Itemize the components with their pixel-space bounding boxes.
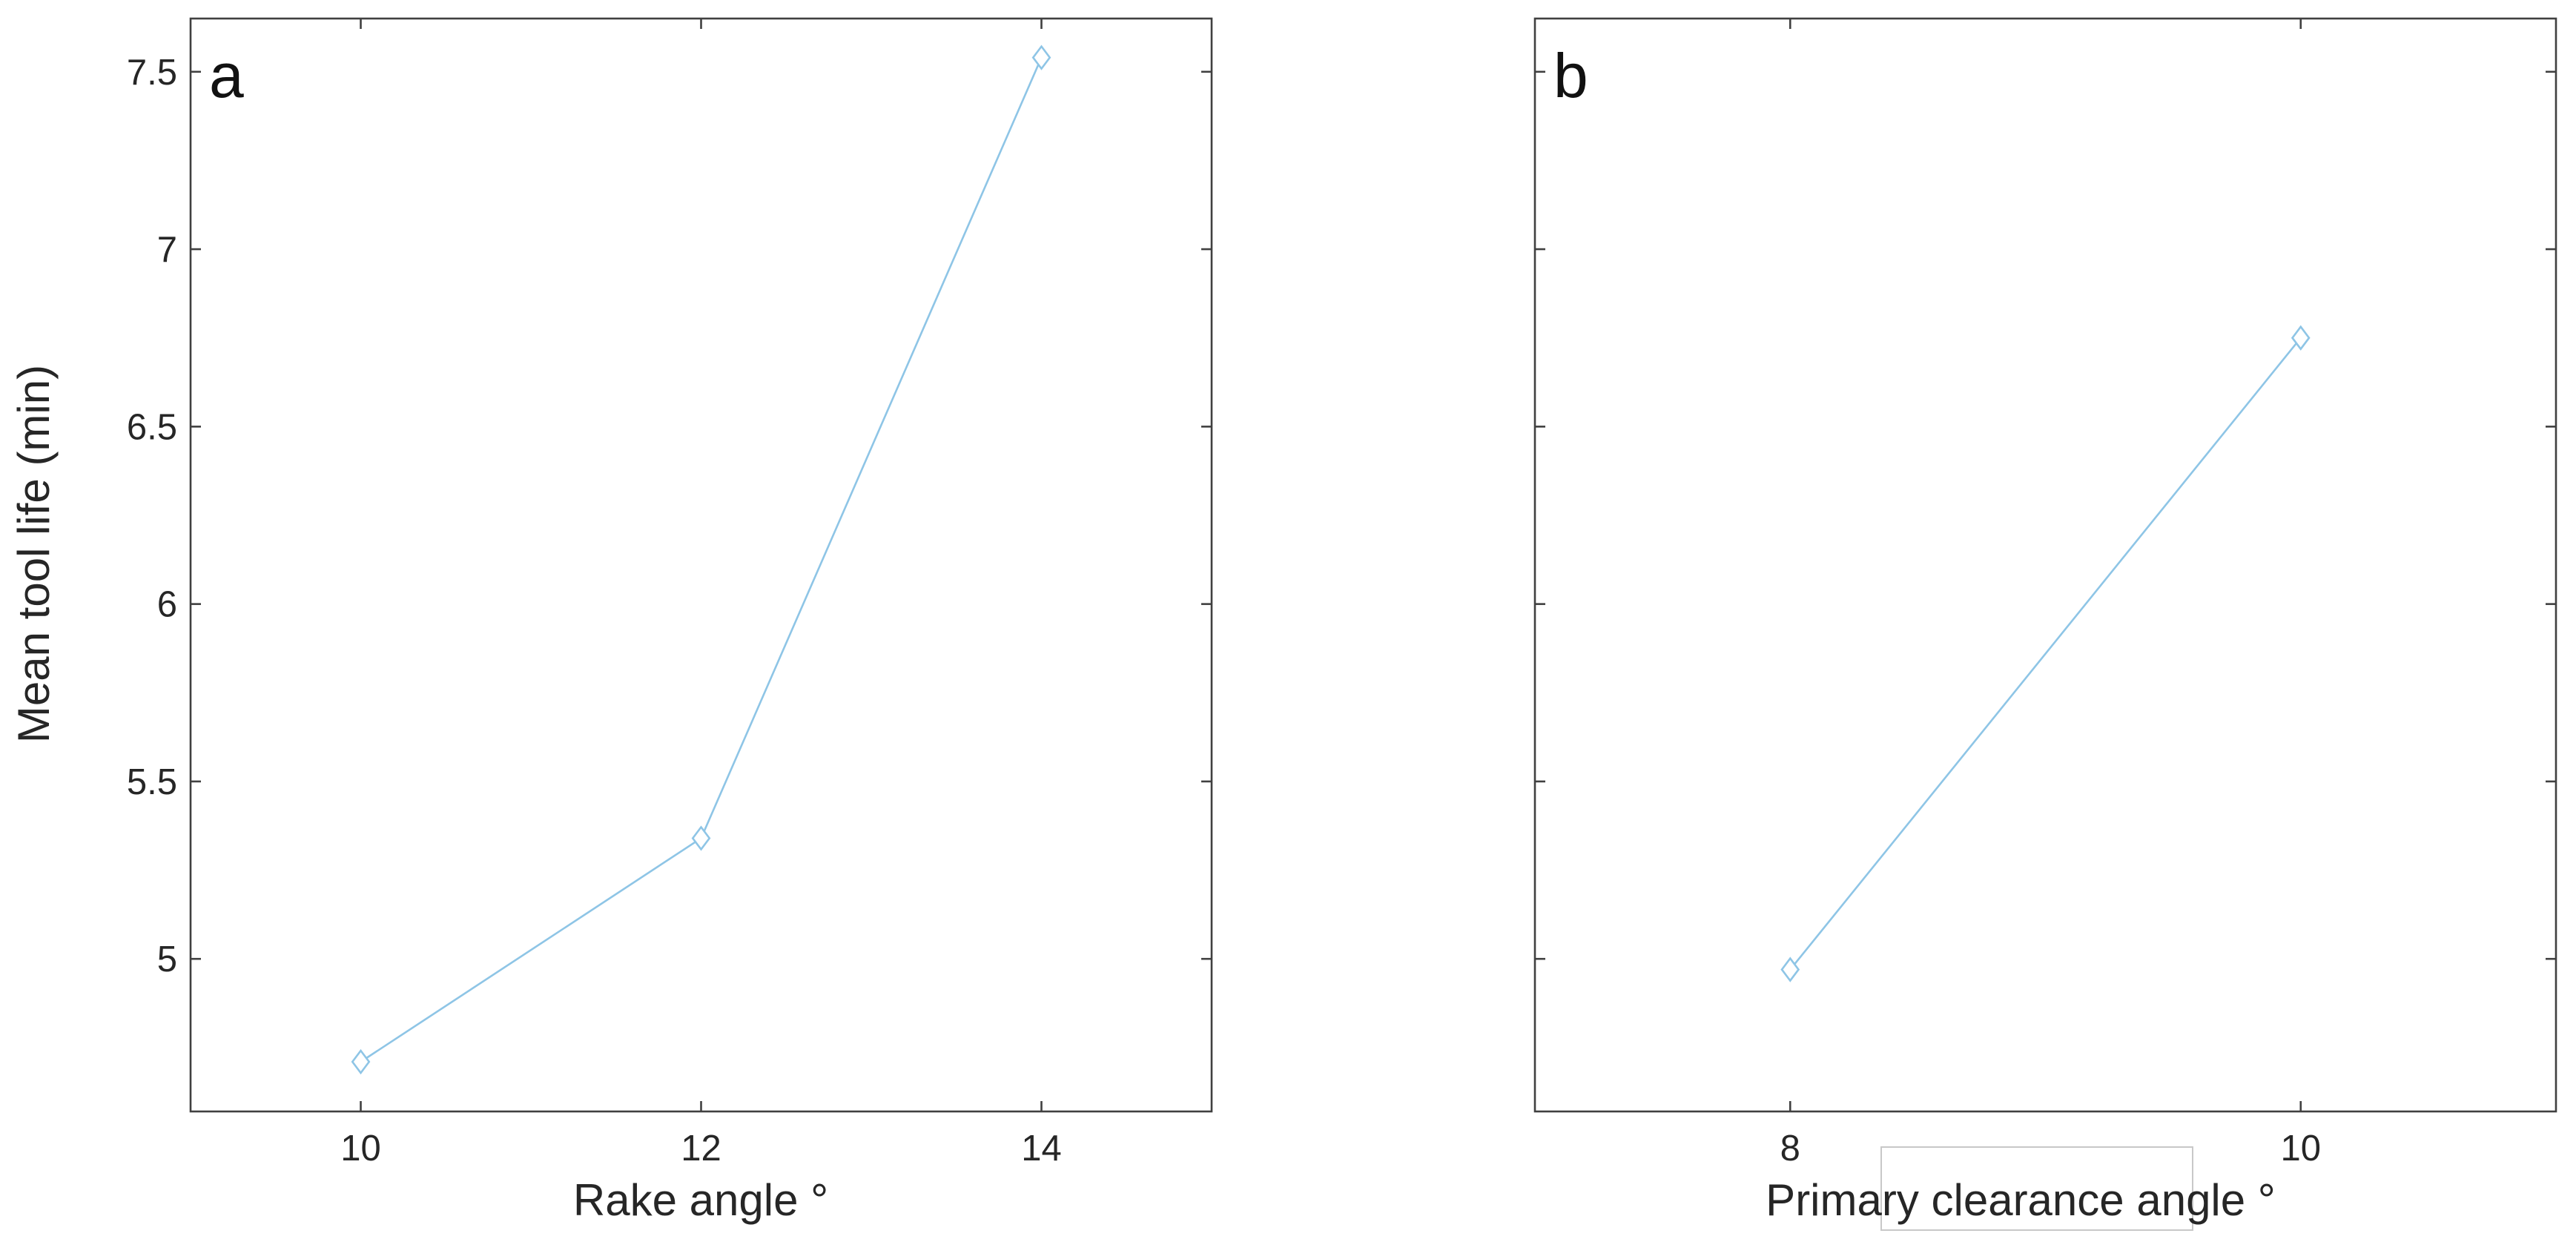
panel-b-empty-box xyxy=(1880,1146,2193,1231)
panel-b-x-axis-title: Primary clearance angle ° xyxy=(1766,1175,2276,1225)
panel-a-y-tick-label: 7.5 xyxy=(127,53,177,93)
panel-b-x-tick-label: 10 xyxy=(2280,1129,2321,1169)
panel-a-plot-area xyxy=(189,17,1213,1113)
panel-b-x-tick-label: 8 xyxy=(1780,1129,1800,1169)
panel-b-clearance-angle-chart: 8 10 b Primary clearance angle ° xyxy=(1533,17,2557,1231)
panel-b-ticks xyxy=(1535,19,2556,1111)
panel-a-data-point xyxy=(1031,44,1051,70)
panel-b-tick-labels: 8 10 xyxy=(1780,1129,2321,1169)
y-axis-title: Mean tool life (min) xyxy=(9,365,59,743)
panel-a-y-tick-label: 6 xyxy=(157,585,177,625)
panel-a-ticks xyxy=(191,19,1212,1111)
panel-b-series-line xyxy=(1789,337,2302,971)
panel-b-data-point xyxy=(2291,325,2311,351)
panel-a-series-line xyxy=(360,57,1043,1063)
panel-a-x-tick-label: 14 xyxy=(1021,1129,1062,1169)
panel-a-data-point xyxy=(351,1048,371,1075)
panel-b-letter: b xyxy=(1553,41,1588,110)
panel-a-x-tick-label: 10 xyxy=(340,1129,381,1169)
panel-a-series xyxy=(351,44,1051,1075)
panel-a-data-point xyxy=(691,825,711,851)
panel-a-x-axis-title: Rake angle ° xyxy=(573,1175,828,1225)
panel-a-y-tick-label: 5 xyxy=(157,939,177,979)
panel-a-y-tick-label: 5.5 xyxy=(127,762,177,802)
panel-a-y-tick-label: 7 xyxy=(157,230,177,270)
panel-b-data-point xyxy=(1780,956,1800,982)
panel-a-letter: a xyxy=(209,41,244,110)
panel-b-series xyxy=(1780,325,2311,982)
panel-a-tick-labels: 10 12 14 5 5.5 6 6.5 7 7.5 xyxy=(127,53,1062,1169)
panel-a-rake-angle-chart: 10 12 14 5 5.5 6 6.5 7 7.5 a Rake angle ° Mean t… xyxy=(9,17,1213,1225)
panel-b-plot-area xyxy=(1533,17,2557,1113)
panel-a-x-tick-label: 12 xyxy=(681,1129,721,1169)
panel-a-y-tick-label: 6.5 xyxy=(127,407,177,447)
